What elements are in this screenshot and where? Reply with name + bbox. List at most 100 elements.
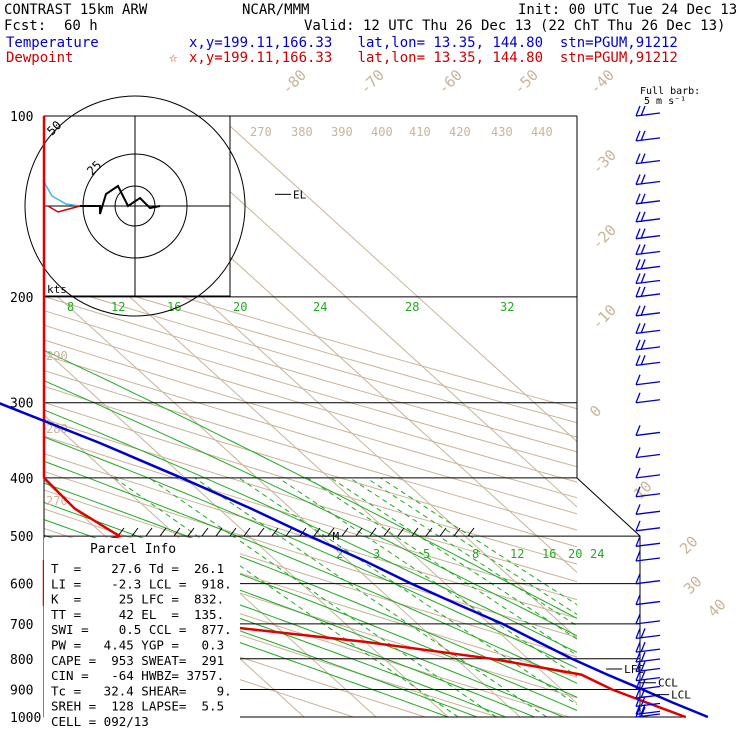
wind-barb-flag — [640, 661, 646, 672]
hatch-mark — [145, 527, 153, 537]
wind-barb-shaft — [635, 710, 661, 716]
wind-barb-flag — [640, 628, 646, 639]
wind-barb-flag — [635, 594, 641, 605]
hatch-mark — [201, 527, 209, 537]
isotherm-label: -30 — [588, 146, 620, 178]
wind-barb-shaft — [635, 620, 661, 625]
wind-barb-flag — [640, 273, 646, 284]
isotherm-label: -80 — [278, 66, 310, 98]
parcel-info-row: SWI = 0.5 CCL = 877. — [51, 622, 232, 637]
level-marker-label: LCL — [671, 689, 691, 702]
wind-barb-flag — [640, 651, 646, 663]
isotherm-label: -70 — [356, 66, 388, 98]
plot-frame-right — [576, 116, 641, 717]
wind-barb-flag — [635, 174, 641, 185]
isotherm-label: -10 — [588, 301, 620, 333]
level-marker-label: M — [332, 530, 339, 543]
temperature-legend: Temperature — [6, 35, 99, 51]
parcel-info-row: Tc = 32.4 SHEAR= 9. — [51, 683, 232, 698]
pressure-tick-label: 600 — [10, 578, 33, 593]
wind-barb-flag — [635, 323, 641, 334]
pressure-tick-label: 200 — [10, 291, 33, 306]
dry-adiabat-line — [44, 435, 577, 601]
wind-barb-flag — [640, 153, 646, 164]
wind-barb-flag — [635, 641, 641, 653]
wind-barb-flag — [640, 706, 646, 718]
isotherm-label: 10 — [630, 477, 656, 503]
wind-barb-flag — [635, 130, 641, 142]
theta-label: 270 — [250, 125, 272, 139]
isotherm-line — [44, 349, 449, 717]
wind-barb-shaft — [635, 600, 661, 606]
barb-key-line2: 5 m s⁻¹ — [644, 96, 687, 107]
isotherm-label: -20 — [588, 221, 620, 253]
wind-barb-flag — [635, 661, 641, 672]
wind-barb-flag — [640, 211, 646, 223]
wind-barb-flag — [635, 228, 641, 239]
wind-barb-flag — [640, 130, 646, 142]
hatch-mark — [229, 527, 237, 537]
wind-barb-shaft — [635, 527, 661, 532]
hodograph-trace-upper — [43, 181, 81, 207]
barb-key-line1: Full barb: — [640, 86, 701, 97]
parcel-info-title: Parcel Info — [90, 542, 176, 557]
pressure-tick-label: 900 — [10, 683, 33, 698]
dry-adiabat-line — [44, 590, 426, 717]
parcel-info-row: TT = 42 EL = 135. — [51, 607, 224, 622]
theta-label: 410 — [409, 125, 431, 139]
wind-barb-shaft — [635, 510, 661, 515]
dry-adiabat-line — [44, 489, 577, 658]
pressure-tick-label: 500 — [10, 530, 33, 545]
dewpoint-legend: Dewpoint — [6, 50, 74, 66]
hatch-mark — [243, 527, 251, 537]
wind-barb-shaft — [635, 431, 661, 437]
mixing-ratio-line — [380, 477, 577, 606]
isotherm-line — [44, 414, 377, 717]
wind-barb-shaft — [635, 159, 661, 165]
wind-barb-flag — [635, 628, 641, 639]
hatch-mark — [467, 527, 475, 537]
wind-barb-flag — [635, 211, 641, 223]
wind-barb-shaft — [635, 399, 661, 404]
wind-barb-flag — [640, 704, 646, 715]
mixing-ratio-label: 20 — [568, 547, 582, 561]
init-time: Init: 00 UTC Tue 24 Dec 13 — [518, 2, 738, 18]
wind-barb-flag — [635, 706, 641, 718]
mixing-ratio-label: 28 — [405, 300, 419, 314]
hatch-mark — [327, 527, 335, 537]
mixing-ratio-label: 5 — [423, 547, 430, 561]
wind-barb-flag — [640, 105, 646, 117]
isotherm-label: 0 — [586, 402, 605, 421]
theta-label: 420 — [449, 125, 471, 139]
isotherm-label: 30 — [680, 572, 706, 598]
parcel-info-row: LI = -2.3 LCL = 918. — [51, 576, 232, 591]
wind-barb-flag — [635, 696, 641, 707]
wind-barb-flag — [635, 536, 641, 547]
level-marker-label: LFC — [624, 663, 644, 676]
dewpoint-location: x,y=199.11,166.33 lat,lon= 13.35, 144.80… — [189, 50, 678, 66]
wind-barb-flag — [635, 486, 641, 497]
mixing-ratio-label: 32 — [500, 300, 514, 314]
wind-barb-shaft — [635, 218, 661, 223]
wind-barb-flag — [635, 504, 641, 515]
isotherm-label: -60 — [434, 66, 466, 98]
dry-adiabat-line — [44, 470, 577, 638]
theta-label: 440 — [531, 125, 553, 139]
wind-barb-flag — [640, 259, 646, 270]
theta-label: 280 — [46, 422, 68, 436]
wind-barb-flag — [635, 651, 641, 663]
wind-barb-shaft — [635, 180, 661, 186]
wind-barb-shaft — [635, 312, 661, 317]
wind-barb-shaft — [635, 329, 661, 335]
wind-barb-flag — [635, 392, 641, 403]
theta-label: 400 — [371, 125, 393, 139]
wind-barb-flag — [640, 286, 646, 298]
wind-barb-flag — [635, 687, 641, 699]
level-marker-label: CCL — [658, 677, 678, 690]
wind-barb-shaft — [635, 557, 661, 562]
pressure-tick-label: 1000 — [10, 711, 41, 726]
dry-adiabat-line — [44, 296, 577, 453]
dewpoint-profile-line — [42, 116, 687, 719]
mixing-ratio-label: 20 — [233, 300, 247, 314]
